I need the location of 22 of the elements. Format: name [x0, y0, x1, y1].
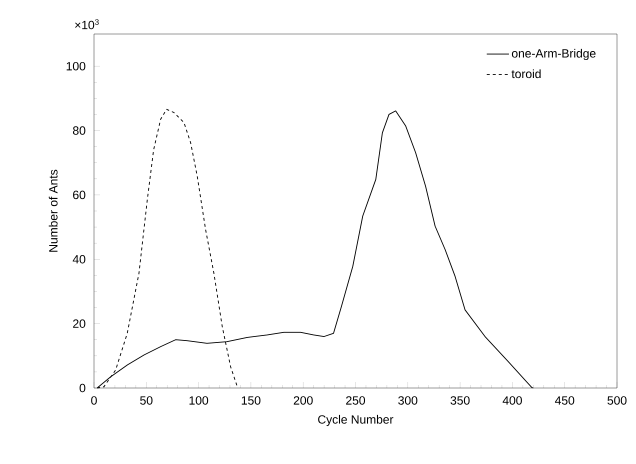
y-tick-label: 0: [80, 384, 86, 392]
x-tick-label: 300: [398, 396, 418, 405]
x-tick-label: 250: [346, 396, 366, 405]
y-tick-label: 40: [72, 255, 86, 264]
x-tick-label: 0: [91, 396, 97, 405]
y-axis-title: Number of Ants: [48, 170, 58, 252]
x-tick-label: 450: [554, 396, 574, 405]
x-tick-label: 150: [242, 396, 260, 405]
x-tick-label: 350: [450, 396, 470, 405]
legend-label: one-Arm-Bridge: [512, 48, 596, 60]
x-tick-label: 50: [140, 396, 153, 405]
x-axis-title: Cycle Number: [318, 414, 394, 426]
legend-label: toroid: [512, 69, 541, 78]
text: ×10$^{3}$: [75, 19, 99, 30]
x-tick-label: 400: [502, 396, 522, 405]
x-tick-label: 100: [190, 396, 208, 405]
x-tick-label: 500: [607, 396, 627, 405]
y-tick-label: 60: [73, 190, 86, 200]
y-tick-label: 20: [73, 319, 86, 328]
y-tick-label: 100: [66, 62, 86, 70]
x-tick-label: 200: [294, 396, 313, 405]
y-tick-label: 80: [72, 126, 86, 135]
